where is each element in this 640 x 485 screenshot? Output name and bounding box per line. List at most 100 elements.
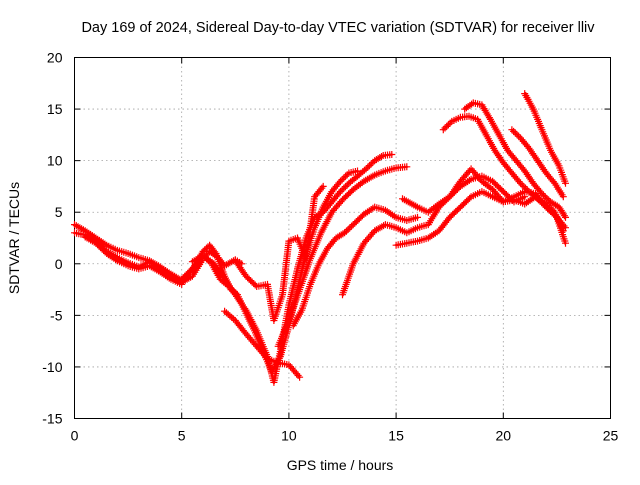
data-point [378,153,385,160]
data-point [349,221,357,229]
data-point [547,205,555,213]
data-point [290,366,297,374]
data-point [342,172,349,180]
series-arc-o [521,90,569,187]
x-tick-label: 15 [388,428,404,444]
data-point [335,189,343,197]
data-point [285,361,293,369]
data-point [559,227,567,235]
series-arc-i [289,203,421,330]
series-arc-h [274,163,411,350]
data-point [344,226,352,233]
data-point [439,126,447,134]
data-point [342,193,350,201]
data-point [319,182,327,190]
ticks: 0 5 10 15 20 25 -15 -10 -5 0 5 10 15 20 [42,50,618,444]
data-point [363,236,371,244]
data-point [296,373,304,381]
data-point [364,163,372,171]
data-point [294,372,302,379]
data-point [342,227,350,235]
data-point [492,189,500,197]
x-tick-label: 5 [178,428,186,444]
data-point [458,202,466,210]
x-tick-label: 20 [496,428,512,444]
data-point [201,246,209,254]
data-point [518,181,526,189]
data-point [348,222,355,230]
chart-title: Day 169 of 2024, Sidereal Day-to-day VTE… [81,20,595,36]
data-point [241,305,249,312]
data-point [340,194,348,202]
data-point [403,163,411,171]
data-point [354,216,362,224]
data-point [343,171,351,179]
data-point [452,208,460,215]
data-point [562,239,569,247]
y-tick-label: 15 [47,101,63,117]
data-point [523,186,531,194]
series-arc-n [461,99,569,221]
y-tick-label: 10 [47,153,63,169]
data-point [338,176,346,184]
data-point [522,184,530,192]
x-tick-label: 10 [281,428,297,444]
data-point [250,339,258,347]
data-point [446,119,454,127]
data-point [340,184,348,192]
y-tick-label: -5 [50,307,63,323]
series-arc-c [81,233,186,288]
data-point [538,190,546,198]
data-point [94,241,101,249]
data-point [450,209,458,217]
data-point [468,100,476,108]
data-point [360,166,368,174]
data-point [443,122,451,130]
data-point [185,268,193,276]
data-point [473,172,481,180]
data-point [179,274,187,282]
data-point [342,183,349,191]
series-arc-m [439,112,567,235]
data-point [562,179,569,187]
data-point [335,179,343,187]
data-point [329,206,337,214]
y-axis-title: SDTVAR / TECUs [6,182,22,294]
data-point [367,160,375,168]
data-point [224,310,232,318]
data-point [343,181,351,189]
data-point [559,193,567,201]
data-point [245,334,253,341]
data-point [464,168,472,176]
data-point [560,212,568,220]
data-point [490,179,498,187]
grid [74,57,611,419]
x-tick-label: 25 [603,428,619,444]
x-tick-label: 0 [71,428,79,444]
data-point [537,188,544,196]
data-point [496,185,504,193]
data-point [245,275,253,283]
series-group [71,90,569,386]
data-point [251,281,259,289]
data-point [244,274,252,282]
series-arc-g [231,182,327,324]
data-point [544,202,552,210]
series-arc-p [508,126,567,201]
data-point [95,242,103,250]
data-point [465,176,473,184]
data-point [456,203,464,211]
data-point [466,194,474,202]
data-point [334,201,342,209]
data-point [338,186,346,194]
data-point [540,191,548,199]
data-point [100,247,108,254]
x-axis-title: GPS time / hours [287,457,394,473]
data-point [184,269,192,277]
data-point [336,177,344,185]
data-point [250,280,258,287]
data-point [562,213,569,221]
data-point [541,193,549,201]
